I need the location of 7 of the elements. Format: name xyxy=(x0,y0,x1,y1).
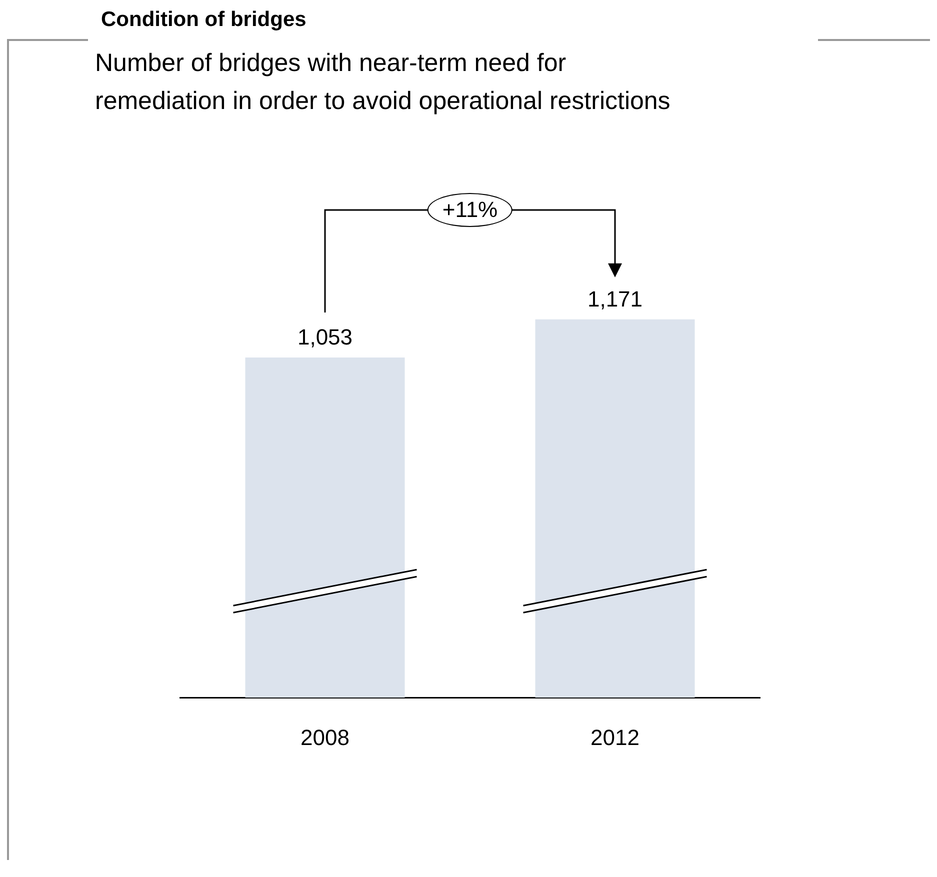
x-tick-label: 2012 xyxy=(590,724,640,750)
chart-title: Condition of bridges xyxy=(95,8,312,32)
chart-subtitle: Number of bridges with near-term need for remediation in order to avoid operational restrictions xyxy=(95,48,670,117)
data-label: 1,053 xyxy=(297,324,353,350)
x-tick-label: 2008 xyxy=(300,724,350,750)
data-label: 1,171 xyxy=(587,286,643,312)
text: +11% xyxy=(427,193,513,227)
